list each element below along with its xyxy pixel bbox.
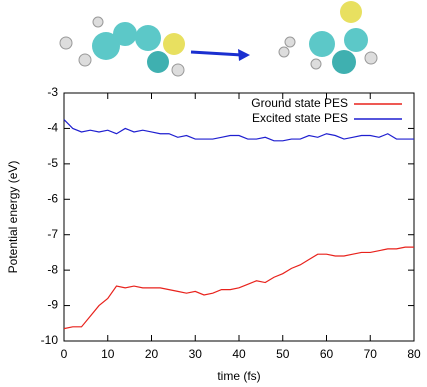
y-tick-label: -3 (47, 85, 58, 99)
molecule-illustration (60, 1, 377, 76)
y-tick-label: -8 (47, 262, 58, 276)
x-axis-label: time (fs) (217, 369, 260, 383)
chart: time (fs) Potential energy (eV) -10 -9 -8 -… (0, 0, 427, 387)
series-line (64, 120, 414, 141)
y-axis-label: Potential energy (eV) (6, 161, 20, 274)
y-tick-label: -5 (47, 156, 58, 170)
y-tick-label: -10 (41, 333, 59, 347)
y-tick-label: -7 (47, 227, 58, 241)
x-tick-label: 80 (407, 347, 421, 361)
y-tick-label: -9 (47, 298, 58, 312)
x-tick-label: 30 (189, 347, 203, 361)
x-tick-label: 70 (364, 347, 378, 361)
legend-label: Excited state PES (252, 111, 348, 125)
x-tick-label: 60 (320, 347, 334, 361)
x-tick-label: 10 (101, 347, 115, 361)
x-tick-label: 20 (145, 347, 159, 361)
legend-label: Ground state PES (251, 96, 348, 110)
x-tick-label: 40 (232, 347, 246, 361)
x-tick-label: 0 (61, 347, 68, 361)
plot-frame (64, 93, 414, 341)
y-tick-label: -6 (47, 191, 58, 205)
series-line (64, 247, 414, 328)
x-tick-label: 50 (276, 347, 290, 361)
y-tick-label: -4 (47, 121, 58, 135)
